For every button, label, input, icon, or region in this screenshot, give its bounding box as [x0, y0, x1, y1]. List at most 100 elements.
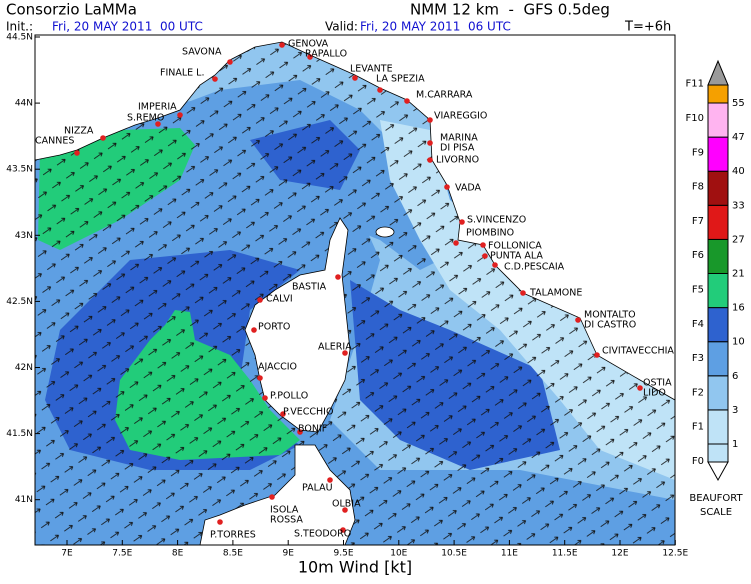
city-dot	[307, 54, 313, 60]
city-label: LIVORNO	[436, 155, 479, 166]
city-label: PUNTA ALA	[490, 251, 543, 262]
city-label: RAPALLO	[305, 49, 347, 60]
city-dot	[269, 494, 275, 500]
lon-tick-label: 9.5E	[334, 549, 354, 559]
city-dot	[340, 527, 346, 533]
lat-tick-label: 44.5N	[6, 33, 33, 43]
city-label: PORTO	[258, 322, 290, 333]
city-label: MONTALTO	[584, 310, 636, 321]
beaufort-label: F9	[692, 147, 704, 158]
lon-tick-label: 11E	[501, 549, 518, 559]
lon-tick-label: 10.5E	[441, 549, 467, 559]
city-dot	[342, 350, 348, 356]
beaufort-label: F2	[692, 387, 704, 398]
lon-tick-label: 12.5E	[662, 549, 688, 559]
lat-tick-label: 44N	[15, 99, 33, 109]
city-label: LA SPEZIA	[376, 74, 425, 85]
model: NMM 12 km - GFS 0.5deg	[410, 1, 610, 19]
init: Fri, 20 MAY 2011 00 UTC	[52, 20, 203, 34]
level-label: 10	[732, 337, 745, 348]
city-dot	[279, 42, 285, 48]
city-label: TALAMONE	[529, 288, 582, 299]
beaufort-label: F1	[692, 422, 704, 433]
city-dot	[100, 135, 106, 141]
lat-tick-label: 43.5N	[6, 165, 33, 175]
city-label: M.CARRARA	[416, 90, 473, 101]
level-label: 6	[732, 371, 738, 382]
colorbar-seg	[707, 307, 729, 343]
city-dot	[453, 240, 459, 246]
city-dot	[427, 117, 433, 123]
lon-tick-label: 8E	[172, 549, 184, 559]
city-label: DI PISA	[440, 143, 475, 154]
colorbar-top	[707, 59, 729, 86]
city-label: NIZZA	[64, 126, 94, 137]
city-dot	[177, 112, 183, 118]
city-dot	[155, 121, 161, 127]
lat-tick-label: 41.5N	[6, 429, 33, 439]
colorbar-bottom	[707, 461, 729, 482]
legend-title: SCALE	[700, 507, 732, 518]
city-label: LIDO	[643, 388, 666, 399]
level-label: 1	[732, 439, 738, 450]
lat-tick-label: 43N	[15, 231, 33, 241]
colorbar-seg	[707, 409, 729, 445]
level-label: 16	[732, 303, 745, 314]
city-dot	[74, 150, 80, 156]
valid-label: Valid:	[325, 20, 358, 34]
colorbar-seg	[707, 204, 729, 240]
city-label: FOLLONICA	[488, 241, 542, 252]
city-label: MARINA	[440, 133, 478, 144]
city-dot	[575, 317, 581, 323]
valid: Fri, 20 MAY 2011 06 UTC	[360, 20, 511, 34]
city-dot	[227, 59, 233, 65]
x-label: 10m Wind [kt]	[298, 558, 412, 577]
city-dot	[217, 519, 223, 525]
city-label: BONIF	[298, 424, 327, 435]
city-label: ROSSA	[270, 515, 303, 526]
level-label: 21	[732, 269, 745, 280]
city-label: CANNES	[35, 136, 74, 147]
map-frame	[34, 34, 676, 546]
city-dot	[637, 385, 643, 391]
beaufort-label: F0	[692, 456, 704, 467]
city-label: BASTIA	[292, 282, 327, 293]
city-label: DI CASTRO	[584, 320, 636, 331]
city-dot	[404, 98, 410, 104]
city-label: AJACCIO	[258, 362, 297, 373]
city-dot	[297, 429, 303, 435]
level-label: 27	[732, 234, 745, 245]
beaufort-label: F5	[692, 285, 704, 296]
city-label: P.TORRES	[210, 530, 256, 541]
city-dot	[459, 219, 465, 225]
level-label: 47	[732, 132, 745, 143]
city-dot	[427, 157, 433, 163]
beaufort-label: F3	[692, 353, 704, 364]
city-dot	[482, 253, 488, 259]
city-label: LEVANTE	[350, 64, 393, 75]
city-label: OLBIA	[332, 499, 361, 510]
beaufort-label: F7	[692, 216, 704, 227]
city-dot	[594, 352, 600, 358]
colorbar-seg	[707, 84, 729, 104]
city-dot	[520, 290, 526, 296]
legend-title: BEAUFORT	[689, 493, 743, 504]
map	[35, 35, 675, 545]
city-dot	[444, 184, 450, 190]
colorbar-seg	[707, 136, 729, 172]
title: Consorzio LaMMa	[6, 1, 137, 19]
lon-tick-label: 11.5E	[552, 549, 578, 559]
city-label: PALAU	[302, 483, 333, 494]
city-label: SAVONA	[182, 47, 222, 58]
city-dot	[352, 75, 358, 81]
city-dot	[212, 76, 218, 82]
city-label: S.VINCENZO	[467, 215, 526, 226]
lon-tick-label: 8.5E	[223, 549, 243, 559]
colorbar-seg	[707, 375, 729, 411]
level-label: 40	[732, 166, 745, 177]
city-label: IMPERIA	[138, 102, 177, 113]
city-dot	[480, 242, 486, 248]
city-label: S.REMO	[127, 113, 164, 124]
lat-tick-label: 42N	[15, 363, 33, 373]
lon-tick-label: 7.5E	[112, 549, 132, 559]
